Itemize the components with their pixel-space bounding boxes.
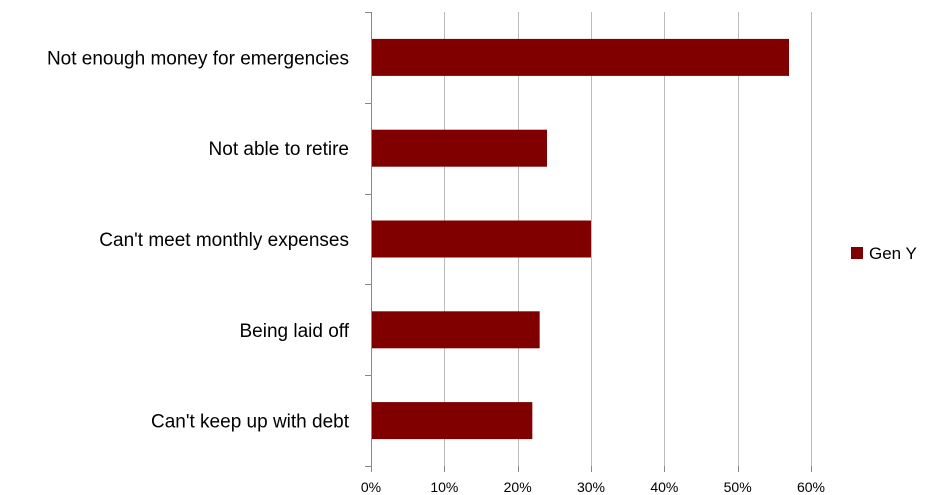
legend-swatch	[851, 247, 863, 259]
axis-layer	[365, 12, 812, 472]
bar	[372, 311, 540, 349]
x-tick-label: 50%	[724, 479, 752, 495]
grid-layer	[444, 12, 812, 466]
category-label: Can't meet monthly expenses	[99, 230, 349, 251]
category-label: Being laid off	[239, 321, 349, 342]
x-tick-label: 40%	[650, 479, 678, 495]
x-tick-label: 20%	[504, 479, 532, 495]
x-tick-label: 30%	[577, 479, 605, 495]
bar	[372, 129, 547, 167]
label-layer: 0% 10% 20% 30% 40% 50% 60% Not enough money for…	[47, 48, 825, 495]
bar	[372, 38, 789, 76]
category-label: Not able to retire	[209, 139, 349, 160]
x-tick-label: 60%	[797, 479, 825, 495]
bar	[372, 220, 591, 258]
x-tick-label: 10%	[430, 479, 458, 495]
x-tick-label: 0%	[361, 479, 381, 495]
bar	[372, 402, 533, 440]
category-label: Can't keep up with debt	[151, 412, 350, 433]
bar-layer	[372, 38, 789, 440]
legend-label: Gen Y	[869, 244, 917, 263]
category-label: Not enough money for emergencies	[47, 48, 349, 69]
legend: Gen Y	[851, 244, 917, 263]
